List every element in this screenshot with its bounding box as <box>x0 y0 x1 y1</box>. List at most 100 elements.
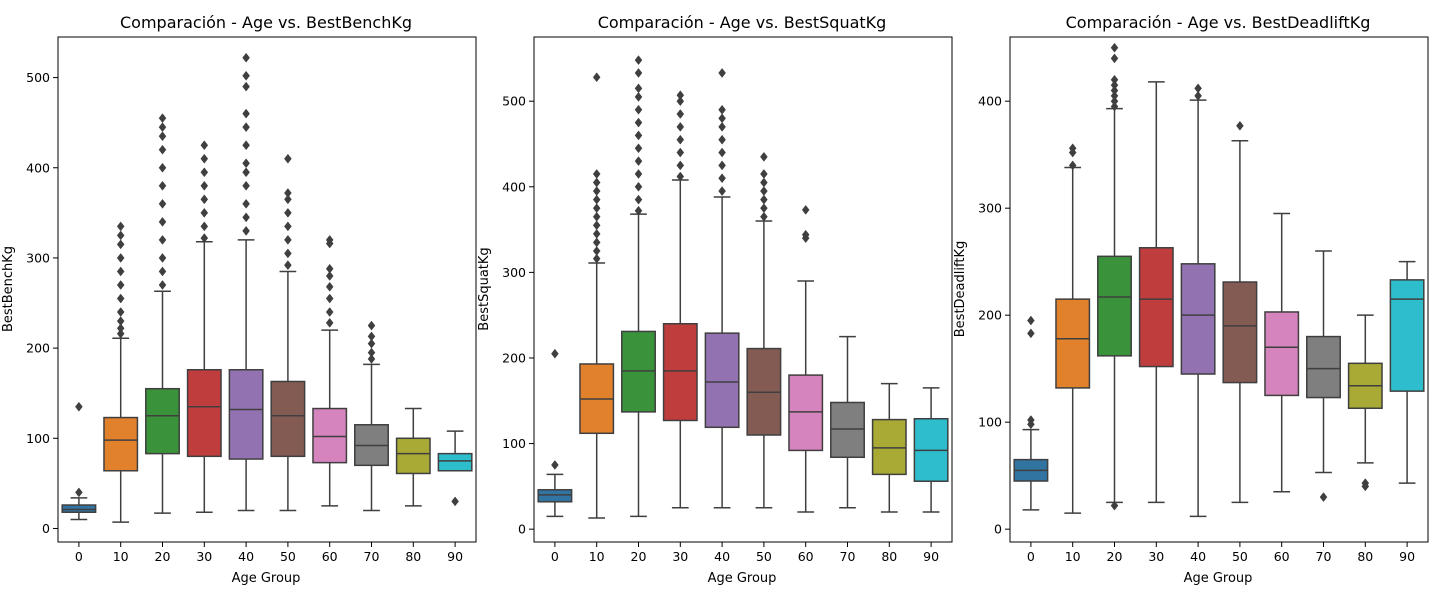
outlier-point <box>242 52 250 63</box>
x-tick-label: 50 <box>1232 549 1248 564</box>
outlier-point <box>325 307 334 317</box>
outlier-point <box>242 140 250 151</box>
outlier-point <box>634 83 643 94</box>
outlier-point <box>242 70 250 81</box>
outlier-point <box>1194 90 1202 101</box>
outlier-point <box>116 239 125 250</box>
box <box>830 401 865 459</box>
outlier-point <box>200 221 209 232</box>
outlier-point <box>760 203 768 214</box>
outlier-point <box>592 228 601 239</box>
plot-frame <box>1009 36 1429 543</box>
x-tick-label: 60 <box>1274 549 1290 564</box>
outlier-point <box>200 207 209 218</box>
outlier-point <box>676 90 685 101</box>
outlier-point <box>451 496 459 507</box>
plot-frame <box>533 36 953 543</box>
outlier-point <box>676 160 685 171</box>
x-tick-label: 0 <box>551 549 559 564</box>
outlier-point <box>242 180 250 191</box>
outlier-point <box>242 108 250 119</box>
outlier-point <box>718 186 726 196</box>
box-group-80 <box>395 407 431 507</box>
x-tick-label: 80 <box>405 549 421 564</box>
x-tick-label: 50 <box>756 549 772 564</box>
x-tick-label: 10 <box>589 549 605 564</box>
outlier-point <box>158 234 167 245</box>
outlier-point <box>634 156 643 167</box>
box-group-10 <box>103 221 139 523</box>
box-group-10 <box>579 72 615 519</box>
outlier-point <box>551 460 559 470</box>
outlier-point <box>158 131 167 142</box>
y-tick-label: 400 <box>978 94 1002 109</box>
outlier-point <box>1361 478 1370 489</box>
box <box>103 416 139 472</box>
y-axis-label: BestDeadliftKg <box>953 241 968 337</box>
box <box>1097 255 1132 357</box>
box <box>537 489 573 503</box>
outlier-point <box>116 293 125 304</box>
outlier-point <box>158 198 167 209</box>
box-group-0 <box>61 401 97 521</box>
y-tick-label: 0 <box>994 522 1002 537</box>
outlier-point <box>592 220 601 231</box>
outlier-point <box>592 186 601 196</box>
outlier-point <box>242 198 250 209</box>
outlier-point <box>284 221 292 232</box>
outlier-point <box>200 194 209 205</box>
outlier-point <box>634 104 643 115</box>
x-tick-label: 40 <box>1190 549 1206 564</box>
x-tick-label: 20 <box>1107 549 1123 564</box>
outlier-point <box>634 117 643 128</box>
outlier-point <box>676 96 685 107</box>
box-group-20 <box>145 113 180 514</box>
outlier-point <box>1068 160 1077 171</box>
y-tick-label: 200 <box>502 350 526 365</box>
outlier-point <box>634 169 643 179</box>
box-group-60 <box>1264 212 1300 493</box>
outlier-point <box>242 167 250 178</box>
outlier-point <box>1194 83 1202 94</box>
outlier-point <box>1027 328 1035 339</box>
panel-deadlift: Comparación - Age vs. BestDeadliftKg Age… <box>953 13 1429 586</box>
outlier-point <box>592 203 601 214</box>
x-tick-label: 30 <box>672 549 688 564</box>
y-tick-label: 300 <box>26 250 50 265</box>
x-tick-label: 30 <box>196 549 212 564</box>
box-group-0 <box>537 348 573 518</box>
x-tick-label: 90 <box>1399 549 1415 564</box>
outlier-point <box>325 271 334 281</box>
x-tick-label: 90 <box>923 549 939 564</box>
outlier-point <box>634 130 643 141</box>
outlier-point <box>634 194 643 205</box>
outlier-point <box>1319 492 1328 502</box>
outlier-point <box>1027 315 1035 326</box>
y-tick-label: 500 <box>502 94 526 109</box>
outlier-point <box>158 216 167 227</box>
outlier-point <box>325 317 334 328</box>
outlier-point <box>718 104 726 115</box>
y-tick-label: 0 <box>518 522 526 537</box>
x-tick-label: 0 <box>1027 549 1035 564</box>
outlier-point <box>718 160 726 171</box>
box-group-40 <box>1180 83 1216 518</box>
outlier-point <box>367 331 376 342</box>
outlier-point <box>284 207 292 218</box>
x-tick-label: 80 <box>1357 549 1373 564</box>
outlier-point <box>592 177 601 188</box>
box <box>621 330 656 413</box>
outlier-point <box>242 225 250 236</box>
box-group-40 <box>228 52 264 512</box>
box-group-50 <box>746 151 782 509</box>
box <box>788 374 824 452</box>
box <box>228 369 264 460</box>
outlier-point <box>1068 143 1077 154</box>
panel-bench: Comparación - Age vs. BestBenchKg Age Gr… <box>1 13 477 586</box>
outlier-point <box>592 253 601 264</box>
outlier-point <box>200 153 209 164</box>
outlier-point <box>760 194 768 205</box>
outlier-point <box>1110 96 1119 107</box>
outlier-point <box>367 347 376 358</box>
